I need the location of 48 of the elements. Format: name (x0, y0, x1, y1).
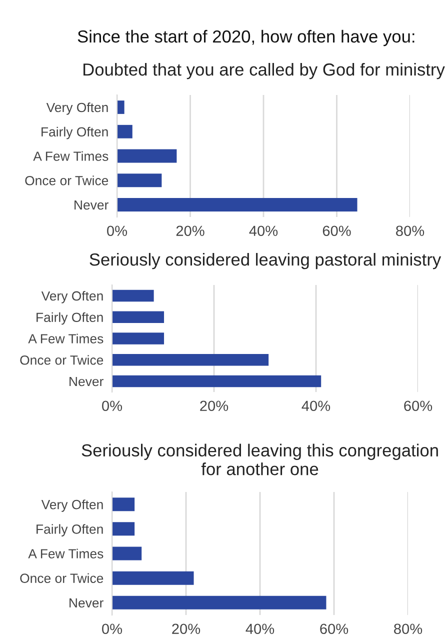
y-tick-label: A Few Times (33, 151, 108, 161)
bar (112, 354, 269, 366)
bar (112, 375, 322, 388)
y-tick-label: Fairly Often (36, 312, 103, 325)
y-tick-label: Very Often (46, 102, 108, 115)
bar (117, 174, 162, 188)
x-tick-label: 40% (302, 400, 330, 412)
y-tick-label: Never (70, 598, 104, 608)
x-tick-label: 60% (320, 624, 348, 634)
bar (117, 149, 177, 163)
bar (112, 522, 135, 536)
y-tick-label: Never (74, 200, 108, 210)
bar (112, 571, 194, 585)
x-tick-label: 0% (102, 624, 122, 634)
text: Since the start of 2020, how often have you: (78, 30, 414, 46)
x-tick-label: 0% (107, 226, 128, 236)
bar (117, 100, 124, 114)
y-tick-label: A Few Times (28, 334, 104, 344)
chart-title: Seriously considered leaving this congregation for another one (82, 444, 438, 476)
x-tick-label: 0% (102, 400, 122, 412)
y-tick-label: Once or Twice (20, 355, 104, 365)
x-tick-label: 80% (396, 226, 424, 236)
x-tick-label: 60% (404, 400, 432, 412)
y-tick-label: Once or Twice (20, 573, 104, 583)
y-tick-label: Fairly Often (36, 524, 103, 536)
x-tick-label: 20% (176, 226, 204, 236)
y-tick-label: Once or Twice (25, 176, 108, 186)
bar (112, 332, 164, 344)
x-tick-label: 20% (172, 624, 200, 634)
chart-title: Doubted that you are called by God for ministry (84, 62, 445, 80)
bar (112, 546, 142, 560)
x-tick-label: 40% (246, 624, 274, 634)
bar (112, 311, 164, 323)
y-tick-label: A Few Times (28, 548, 104, 558)
x-tick-label: 40% (249, 226, 278, 236)
x-tick-label: 60% (322, 226, 351, 236)
bar (112, 498, 135, 512)
y-tick-label: Very Often (41, 500, 103, 512)
y-tick-label: Never (70, 376, 104, 386)
bar (112, 596, 326, 610)
bar (117, 198, 358, 212)
chart-title: Seriously considered leaving pastoral ministry (90, 252, 442, 270)
x-tick-label: 20% (200, 400, 228, 412)
y-tick-label: Very Often (41, 290, 103, 304)
bar (112, 290, 154, 302)
x-tick-label: 80% (394, 624, 422, 634)
y-tick-label: Fairly Often (42, 126, 108, 140)
bar (117, 124, 132, 138)
